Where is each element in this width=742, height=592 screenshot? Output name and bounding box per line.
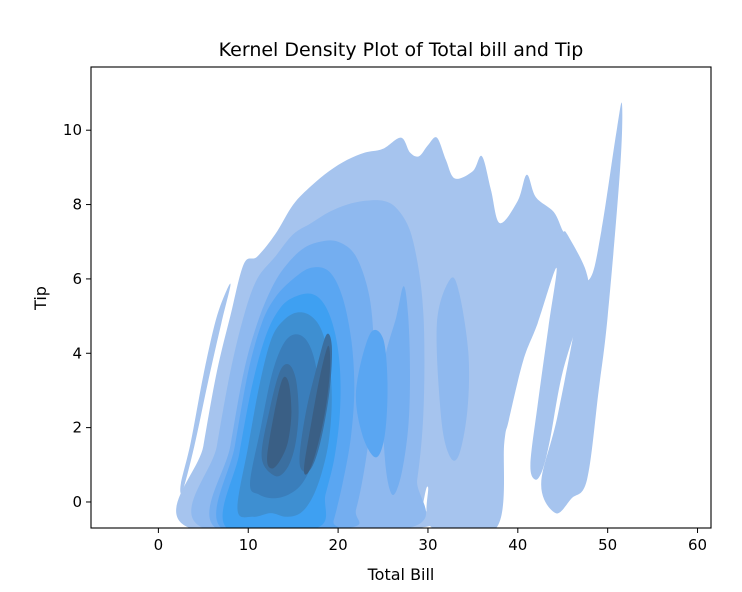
x-tick-label: 50: [598, 536, 617, 554]
y-axis-label: Tip: [31, 286, 50, 311]
x-tick-label: 40: [508, 536, 527, 554]
plot-frame: [90, 66, 712, 529]
density-contours: [176, 102, 623, 528]
y-tick-label: 6: [72, 270, 82, 288]
y-axis: 0 2 4 6 8 10: [63, 121, 91, 511]
x-tick-label: 10: [239, 536, 258, 554]
x-tick-label: 0: [154, 536, 164, 554]
y-tick-label: 4: [72, 344, 82, 362]
x-axis-label: Total Bill: [367, 565, 435, 584]
density-level-4-region-2: [355, 329, 388, 458]
density-level-2-region-2: [436, 277, 470, 461]
y-tick-label: 0: [72, 493, 82, 511]
chart-title: Kernel Density Plot of Total bill and Ti…: [219, 39, 584, 61]
x-axis: 0 10 20 30 40 50 60: [154, 528, 707, 554]
density-level-1-region-4: [479, 451, 501, 493]
density-level-9-region-2: [303, 345, 331, 475]
y-tick-label: 2: [72, 419, 82, 437]
y-tick-label: 8: [72, 196, 82, 214]
density-level-9-region-1: [267, 376, 292, 469]
x-tick-label: 30: [418, 536, 437, 554]
y-tick-label: 10: [63, 121, 82, 139]
x-tick-label: 20: [329, 536, 348, 554]
x-tick-label: 60: [688, 536, 707, 554]
density-level-3-region-2: [382, 286, 410, 496]
density-level-1-region-2: [180, 283, 231, 494]
density-level-1-region-3: [533, 102, 623, 514]
